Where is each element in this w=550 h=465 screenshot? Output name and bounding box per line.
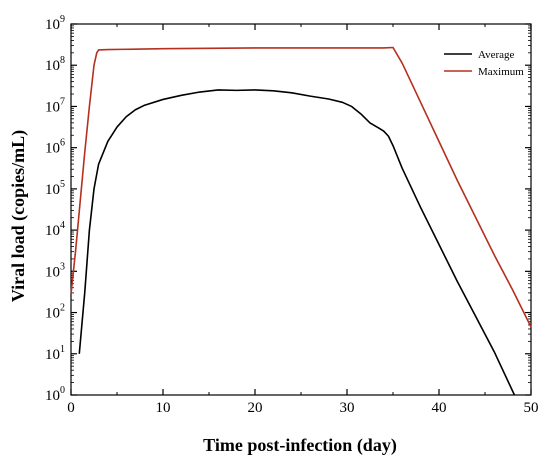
x-tick-label: 40 xyxy=(432,400,447,416)
y-tick-base: 10 xyxy=(45,17,60,33)
y-tick-exponent: 8 xyxy=(60,55,65,66)
y-tick-base: 10 xyxy=(45,99,60,115)
axes: 0 10 20 30 40 5010010110210310410510610710810… xyxy=(45,14,539,416)
y-tick-label: 108 xyxy=(45,55,65,74)
series-line-maximum xyxy=(70,46,532,328)
y-tick-base: 10 xyxy=(45,141,60,157)
y-tick-exponent: 0 xyxy=(60,385,65,396)
y-tick-base: 10 xyxy=(45,388,60,404)
y-tick-label: 109 xyxy=(45,14,65,33)
x-tick-label: 10 xyxy=(156,400,171,416)
y-tick-exponent: 7 xyxy=(60,96,65,107)
plot-frame xyxy=(70,23,532,396)
y-tick-base: 10 xyxy=(45,264,60,280)
y-tick-exponent: 1 xyxy=(60,344,65,355)
x-tick-label: 30 xyxy=(340,400,355,416)
y-tick-exponent: 9 xyxy=(60,14,65,25)
y-tick-label: 106 xyxy=(45,138,65,157)
series-layer xyxy=(70,46,532,396)
series-line-average xyxy=(78,89,516,396)
y-axis-title: Viral load (copies/mL) xyxy=(8,130,29,302)
y-tick-base: 10 xyxy=(45,182,60,198)
y-tick-label: 104 xyxy=(45,220,65,239)
y-tick-label: 101 xyxy=(45,344,65,363)
legend-label: Maximum xyxy=(478,66,524,78)
y-tick-base: 10 xyxy=(45,306,60,322)
x-axis-title: Time post-infection (day) xyxy=(203,435,397,456)
y-tick-base: 10 xyxy=(45,223,60,239)
y-tick-label: 103 xyxy=(45,261,65,280)
y-tick-base: 10 xyxy=(45,58,60,74)
y-tick-base: 10 xyxy=(45,347,60,363)
y-tick-label: 105 xyxy=(45,179,65,198)
y-tick-exponent: 5 xyxy=(60,179,65,190)
y-tick-exponent: 2 xyxy=(60,303,65,314)
legend-label: Average xyxy=(478,49,515,61)
y-tick-label: 102 xyxy=(45,303,65,322)
x-tick-label: 20 xyxy=(248,400,263,416)
y-tick-exponent: 3 xyxy=(60,261,65,272)
y-tick-label: 107 xyxy=(45,96,65,115)
y-tick-label: 100 xyxy=(45,385,65,404)
x-tick-label: 50 xyxy=(524,400,539,416)
y-tick-exponent: 6 xyxy=(60,138,65,149)
y-tick-exponent: 4 xyxy=(60,220,65,231)
x-tick-label: 0 xyxy=(67,400,75,416)
legend: Average Maximum xyxy=(444,49,524,78)
